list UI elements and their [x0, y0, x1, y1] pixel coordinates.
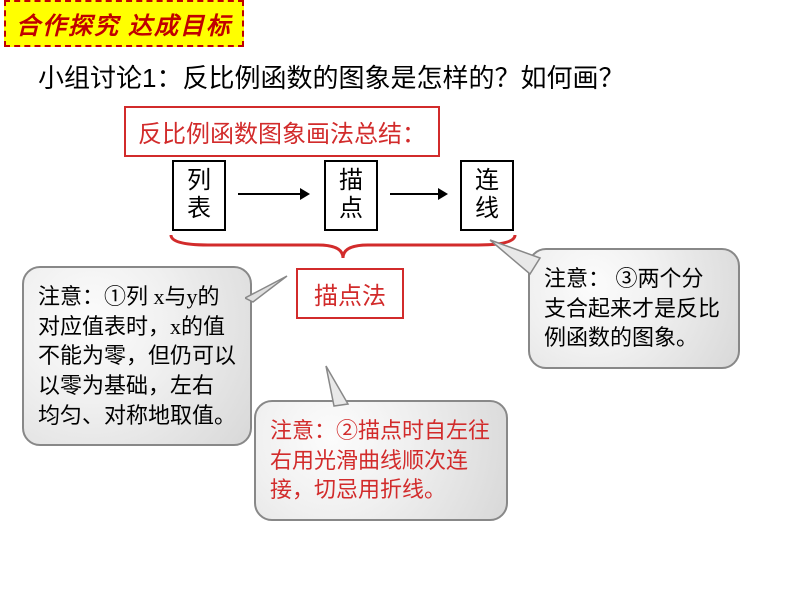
arrow-2 — [390, 193, 446, 195]
brace-icon — [168, 232, 518, 262]
callout-bottom-text: 注意：②描点时自左往右用光滑曲线顺次连接，切忌用折线。 — [270, 418, 490, 502]
summary-title: 反比例函数图象画法总结： — [124, 106, 440, 157]
header-banner: 合作探究 达成目标 — [4, 0, 244, 47]
callout-bottom-tail-icon — [316, 364, 356, 408]
callout-bottom: 注意：②描点时自左往右用光滑曲线顺次连接，切忌用折线。 — [254, 400, 508, 521]
callout-right-tail-icon — [486, 238, 542, 278]
callout-left: 注意：①列 x与y的对应值表时，x的值不能为零，但仍可以以零为基础，左右 均匀、… — [22, 266, 252, 446]
callout-left-tail-icon — [245, 274, 295, 304]
callout-right: 注意： ③两个分支合起来才是反比例函数的图象。 — [528, 248, 740, 369]
step-box-1: 列 表 — [172, 160, 226, 231]
step-box-3: 连 线 — [460, 160, 514, 231]
step-box-2: 描 点 — [324, 160, 378, 231]
callout-right-text: 注意： ③两个分支合起来才是反比例函数的图象。 — [544, 266, 720, 350]
question-text: 小组讨论1：反比例函数的图象是怎样的？如何画？ — [38, 58, 624, 95]
callout-left-text: 注意：①列 x与y的对应值表时，x的值不能为零，但仍可以以零为基础，左右 均匀、… — [38, 284, 236, 428]
arrow-1 — [238, 193, 308, 195]
method-box: 描点法 — [296, 268, 404, 319]
